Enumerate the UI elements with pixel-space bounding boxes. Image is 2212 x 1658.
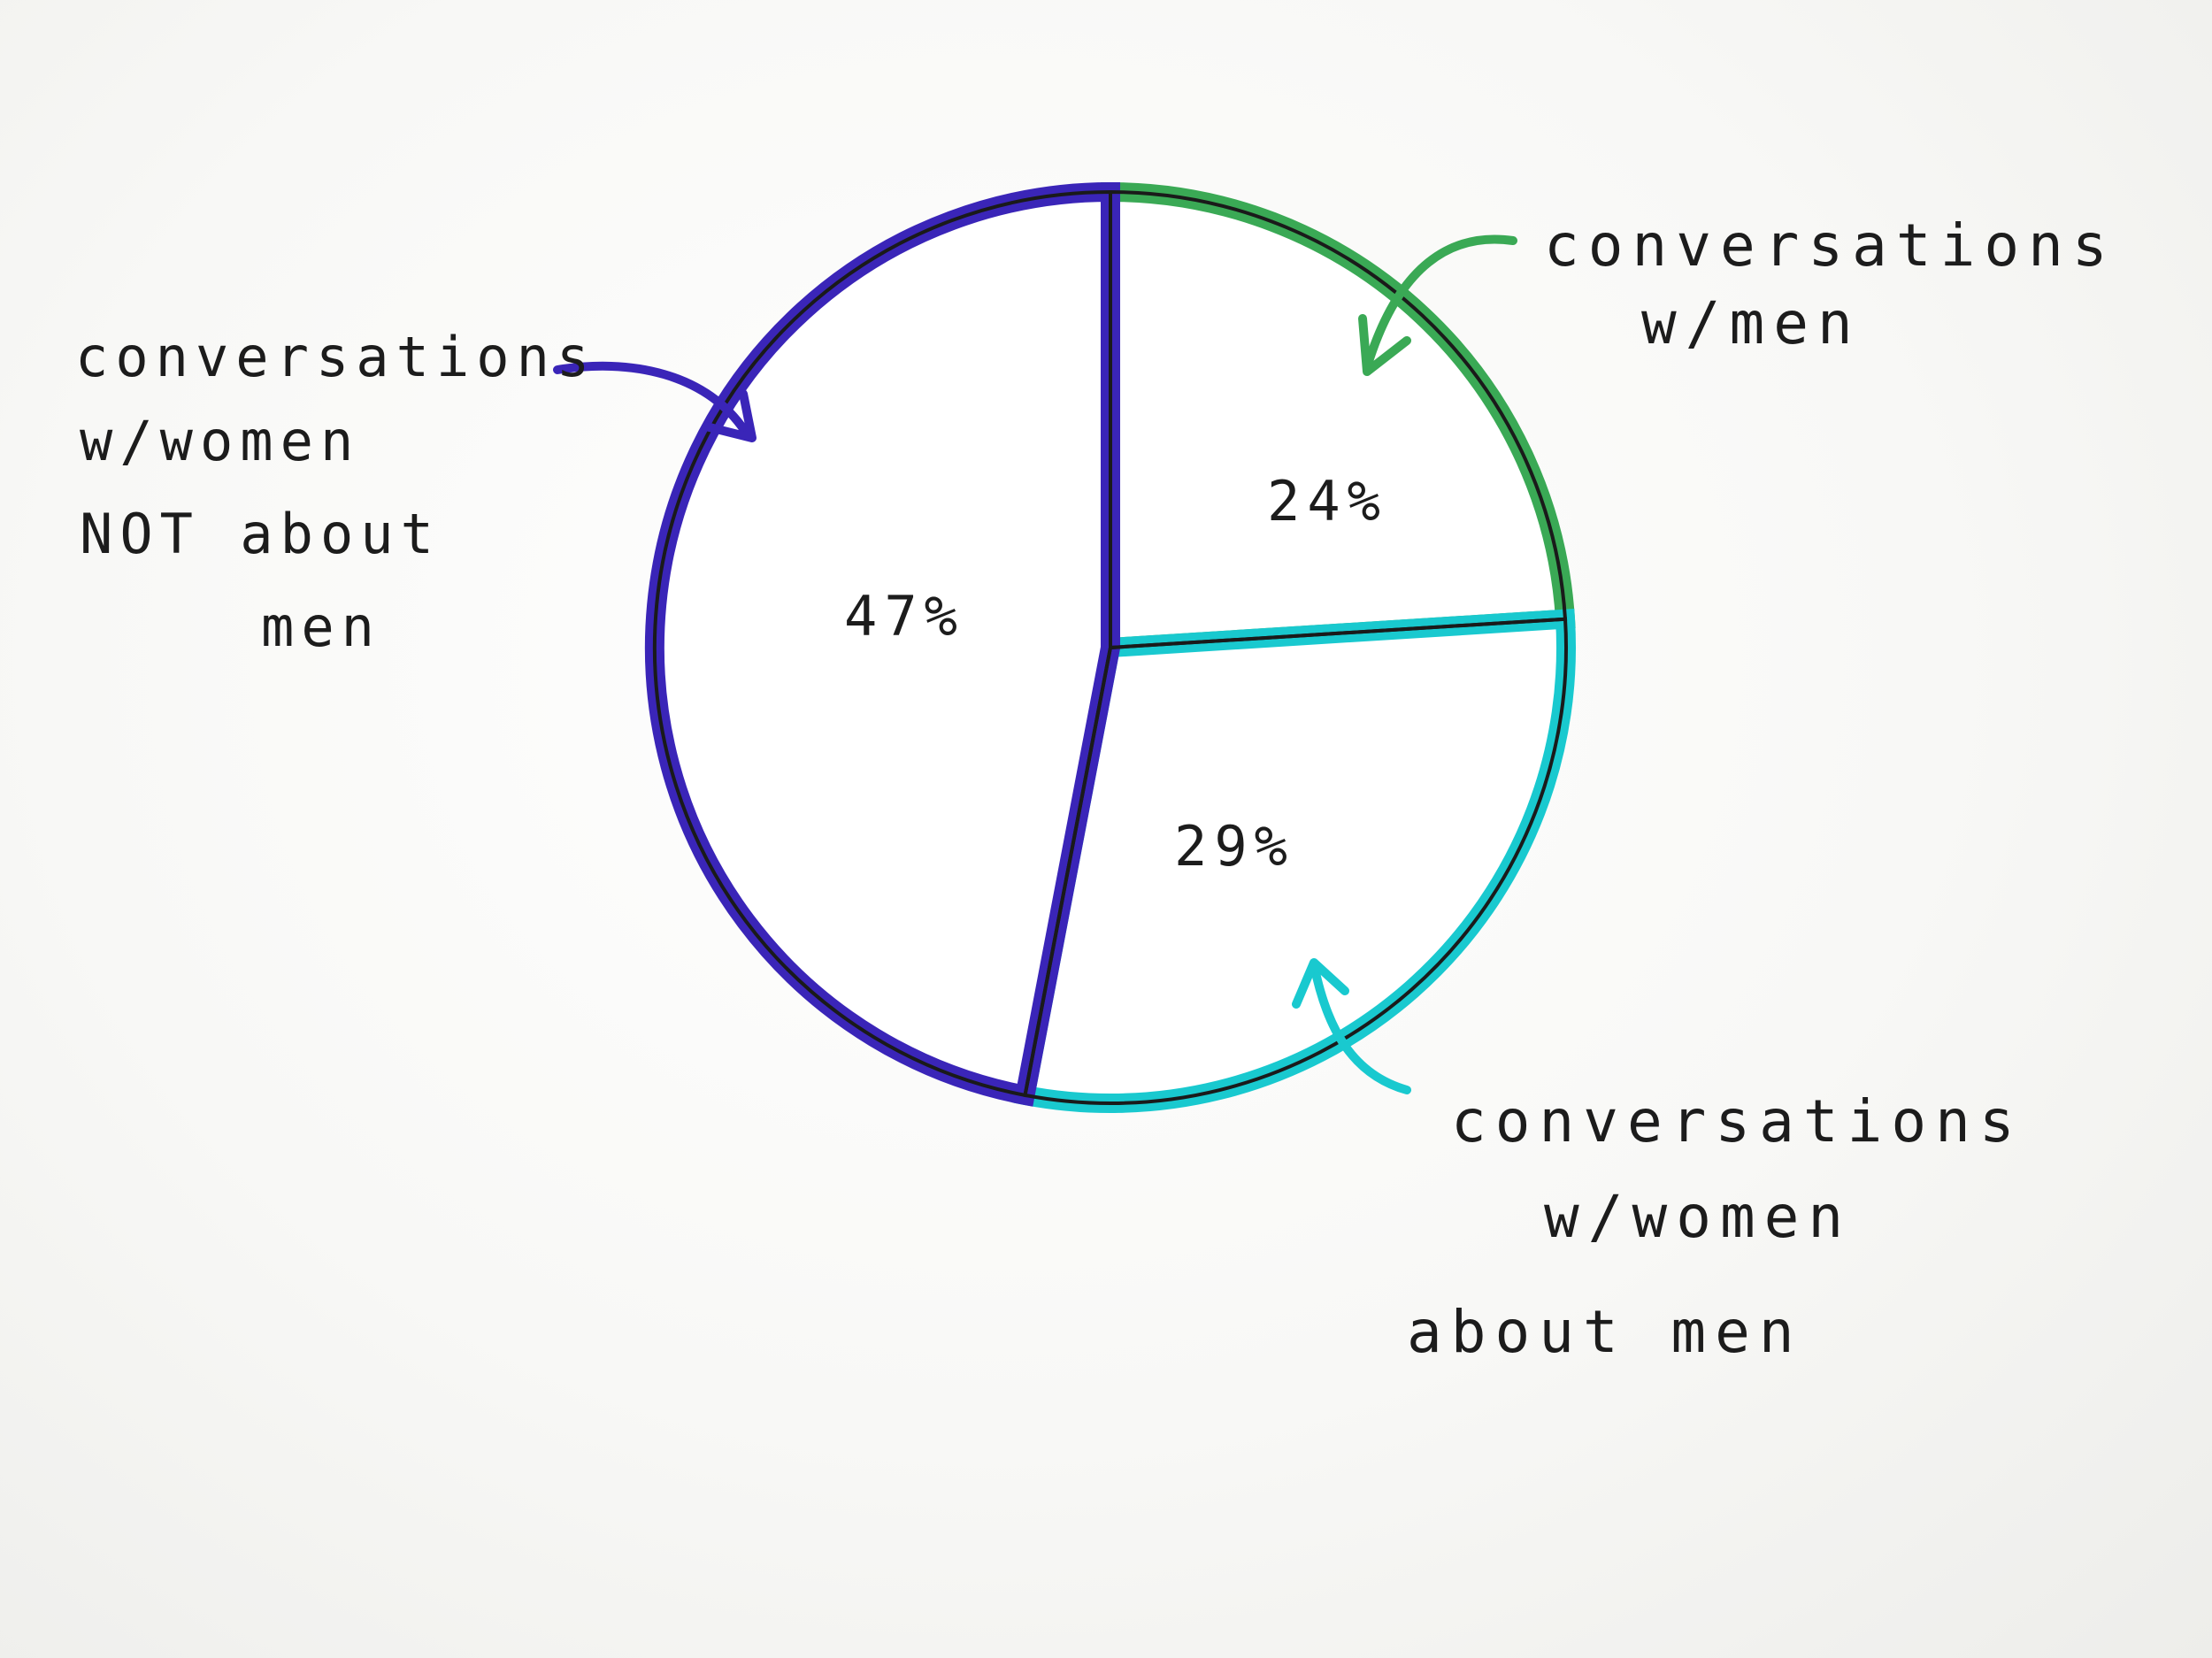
annotation-women-not-about-men: conversations w/women NOT about men <box>75 325 596 659</box>
arrow-men-shaft <box>1363 234 1517 372</box>
arrow-women-about-men-shaft <box>1310 960 1411 1094</box>
annotation-women-not-line-2: w/women <box>80 409 360 473</box>
annotation-women-about-men-line-3: about men <box>1407 1298 1803 1366</box>
slice-label-men: 24% <box>1267 469 1387 533</box>
slice-women-not-about-men-outline <box>652 189 1112 1098</box>
arrow-women-not-about-men-head <box>702 389 757 442</box>
annotation-women-about-men-line-2: w/women <box>1544 1183 1852 1251</box>
annotation-women-about-men-line-1: conversations <box>1451 1087 2024 1155</box>
slice-label-women-about-men: 29% <box>1174 814 1294 879</box>
annotation-women-about-men: conversations w/women about men <box>1407 1087 2024 1366</box>
annotation-men: conversations w/men <box>1544 211 2116 357</box>
pie-slices <box>644 181 1576 1114</box>
annotation-men-line-1: conversations <box>1544 211 2116 280</box>
annotation-men-line-2: w/men <box>1641 289 1862 357</box>
annotation-women-not-line-4: men <box>261 595 381 659</box>
label-arrows <box>553 234 1517 1094</box>
arrow-men-head <box>1358 314 1411 376</box>
annotation-women-not-line-3: NOT about <box>80 502 441 566</box>
arrow-women-not-about-men-shaft <box>553 361 752 440</box>
slice-men <box>1101 181 1576 658</box>
annotation-women-not-line-1: conversations <box>75 325 596 389</box>
arrow-women-about-men-head <box>1292 958 1349 1009</box>
slice-label-women-not-about-men: 47% <box>844 584 964 649</box>
slice-men-outline <box>1109 189 1568 650</box>
slice-women-about-men-outline <box>1023 617 1568 1106</box>
